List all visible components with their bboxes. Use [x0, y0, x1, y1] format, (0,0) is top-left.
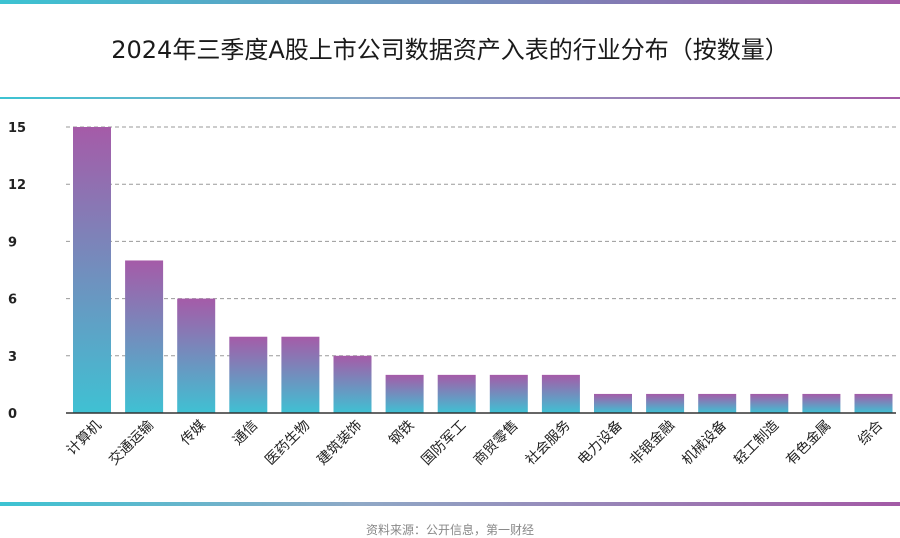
bar — [750, 393, 789, 413]
bar — [281, 336, 320, 413]
bar — [333, 355, 372, 413]
y-tick-label: 15 — [8, 121, 26, 136]
x-tick-label: 计算机 — [64, 418, 105, 459]
bars — [73, 127, 893, 413]
footer-divider — [0, 502, 900, 506]
x-tick-label: 建筑装饰 — [314, 418, 365, 469]
bar — [437, 374, 476, 413]
top-accent-bar — [0, 0, 900, 4]
bar — [854, 393, 893, 413]
bar — [646, 393, 685, 413]
x-tick-label: 传媒 — [178, 418, 209, 449]
bar — [229, 336, 268, 413]
title-divider — [0, 97, 900, 99]
bar — [541, 374, 580, 413]
source-note: 资料来源：公开信息，第一财经 — [365, 523, 534, 537]
bar — [594, 393, 632, 413]
x-tick-label: 轻工制造 — [731, 418, 782, 469]
x-tick-label: 电力设备 — [574, 417, 626, 469]
y-tick-label: 6 — [8, 293, 17, 308]
x-tick-label: 交通运输 — [105, 417, 157, 469]
bar — [489, 374, 528, 413]
x-tick-label: 国防军工 — [419, 418, 470, 469]
bar — [177, 298, 216, 413]
x-tick-label: 机械设备 — [678, 417, 730, 469]
y-tick-label: 12 — [8, 178, 26, 193]
x-tick-label: 通信 — [230, 418, 261, 449]
bar — [73, 127, 111, 413]
bar-chart: 0 3 6 9 12 15 计算机 交通运输 传媒 通信 医药生物 建筑装饰 钢铁 国防军工 商贸零售 社会… — [8, 121, 896, 469]
bar — [698, 393, 737, 413]
x-tick-label: 社会服务 — [523, 418, 574, 469]
x-tick-label: 医药生物 — [262, 418, 313, 469]
gridlines — [66, 126, 896, 357]
y-tick-label: 9 — [8, 235, 17, 250]
y-tick-label: 3 — [8, 350, 17, 365]
bar — [385, 374, 424, 413]
bar — [125, 260, 164, 413]
y-axis-tick-labels: 0 3 6 9 12 15 — [8, 121, 26, 422]
x-tick-label: 商贸零售 — [471, 418, 522, 469]
x-axis-tick-labels: 计算机 交通运输 传媒 通信 医药生物 建筑装饰 钢铁 国防军工 商贸零售 社会服务 电力设备 非银金… — [64, 417, 887, 469]
y-tick-label: 0 — [8, 407, 17, 422]
x-tick-label: 有色金属 — [783, 417, 835, 469]
bar — [802, 393, 841, 413]
x-tick-label: 钢铁 — [386, 418, 417, 449]
chart-title: 2024年三季度A股上市公司数据资产入表的行业分布（按数量） — [111, 36, 789, 64]
x-tick-label: 综合 — [855, 418, 886, 449]
x-tick-label: 非银金融 — [627, 418, 678, 469]
